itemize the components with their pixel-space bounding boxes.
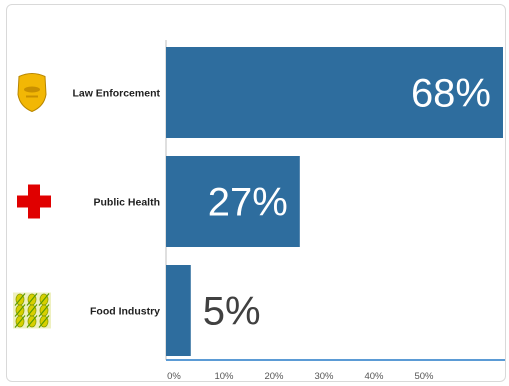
corn-leaf [14,304,26,317]
bar [166,156,300,247]
category-label: Public Health [93,197,160,209]
category-label: Food Industry [90,306,160,318]
chart-frame [6,4,506,382]
x-tick-label: 10% [214,371,234,382]
x-tick-label: 50% [414,371,434,382]
bar [166,265,191,356]
police-badge-icon [17,73,47,113]
cross-horizontal [17,195,51,208]
corn-leaf [38,304,50,317]
x-tick-label: 30% [314,371,334,382]
x-tick-label: 40% [364,371,384,382]
category-label: Law Enforcement [72,88,160,100]
bar [166,47,503,138]
data-label: 27% [208,181,288,225]
corn-leaf [38,293,50,306]
x-tick-label: 0% [167,371,181,382]
data-label: 5% [203,290,261,334]
data-label: 68% [411,72,491,116]
corn-leaf [26,304,38,317]
corn-leaf [14,315,26,328]
corn-leaf [26,293,38,306]
x-tick-label: 20% [264,371,284,382]
red-cross-icon [17,184,51,219]
badge-band [24,86,40,93]
corn-leaf [38,315,50,328]
corn-leaf [14,293,26,306]
badge-text-line [26,95,38,98]
corn-icon [13,292,51,329]
corn-leaf [26,315,38,328]
